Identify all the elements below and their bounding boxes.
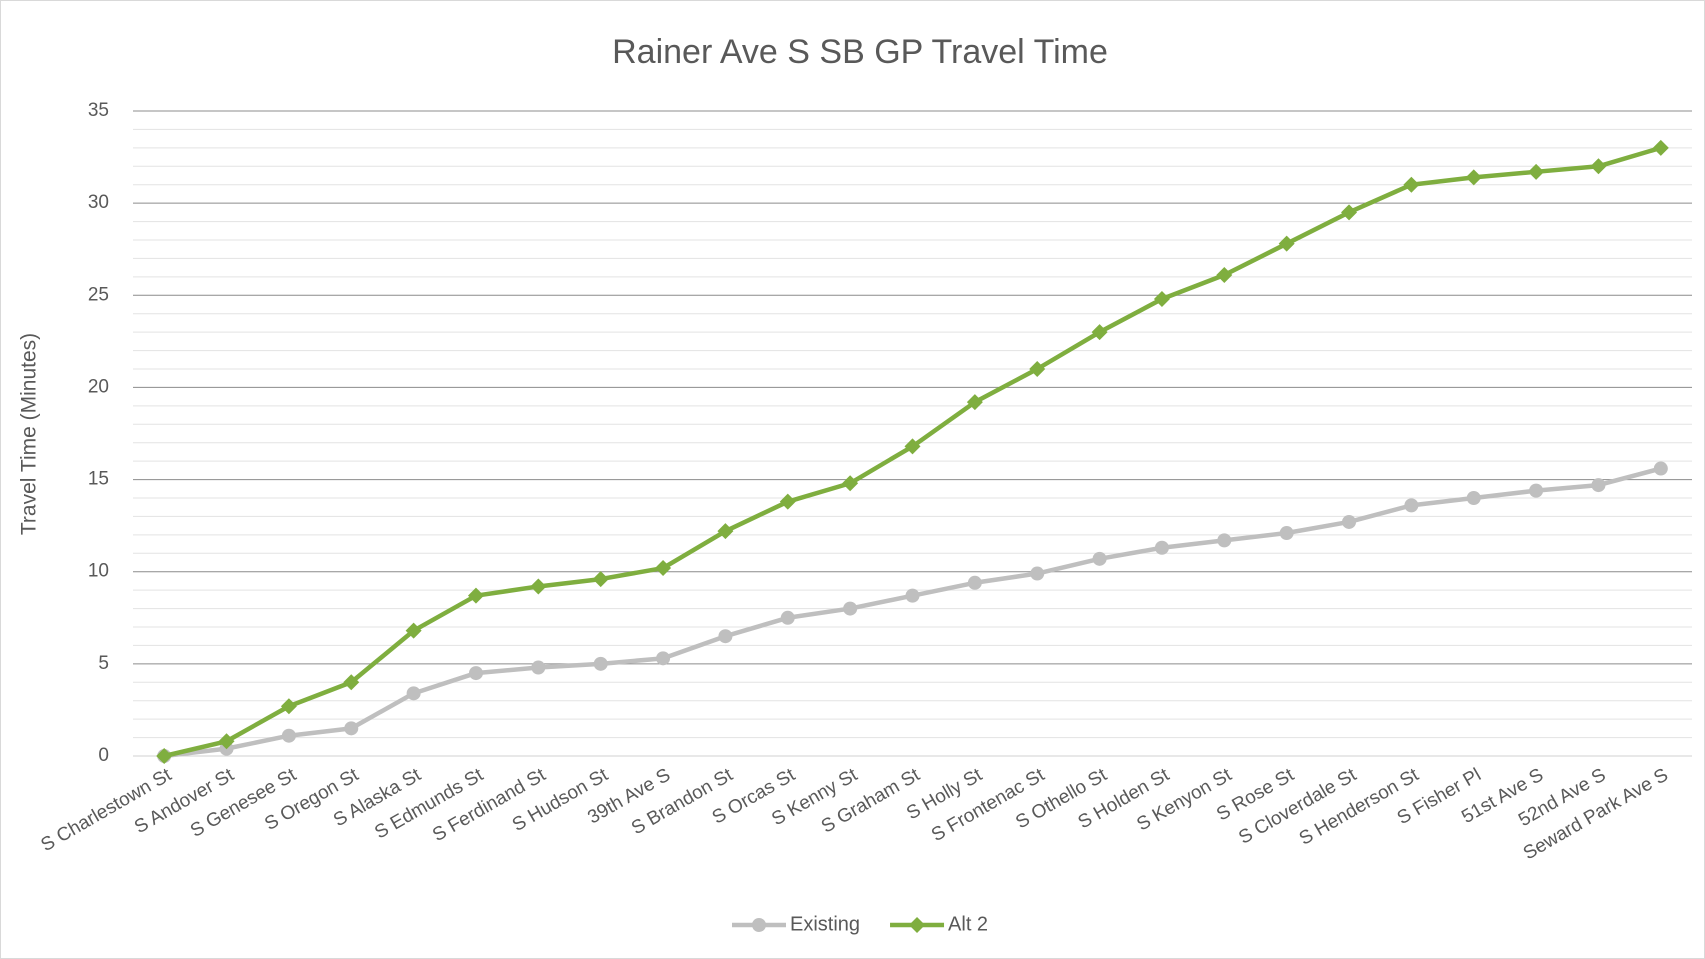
data-point <box>1154 540 1169 555</box>
data-point <box>1465 169 1482 186</box>
data-point <box>1404 498 1419 513</box>
data-point <box>655 560 672 577</box>
data-point <box>1403 176 1420 193</box>
y-tick-label: 35 <box>88 100 109 121</box>
data-point <box>1342 514 1357 529</box>
data-point <box>1278 235 1295 252</box>
data-point <box>467 587 484 604</box>
data-point <box>468 666 483 681</box>
data-point <box>1091 324 1108 341</box>
legend-label: Alt 2 <box>948 913 988 935</box>
data-point <box>1029 361 1046 377</box>
legend-marker <box>909 917 926 933</box>
data-point <box>904 438 921 455</box>
data-point <box>905 588 920 603</box>
y-axis-label: Travel Time (Minutes) <box>18 333 41 535</box>
data-point <box>1591 478 1606 493</box>
data-point <box>530 578 547 595</box>
y-tick-label: 20 <box>88 376 109 397</box>
data-point <box>1279 526 1294 541</box>
data-point <box>1529 483 1544 498</box>
y-tick-label: 25 <box>88 284 109 305</box>
data-point <box>531 660 546 675</box>
data-point <box>1653 461 1668 476</box>
data-point <box>717 523 734 540</box>
data-point <box>843 601 858 616</box>
data-point <box>1092 551 1107 566</box>
legend-label: Existing <box>790 913 860 935</box>
legend-marker <box>752 918 766 932</box>
data-point <box>593 656 608 671</box>
data-point <box>343 674 360 691</box>
data-point <box>1590 158 1607 175</box>
chart-title: Rainer Ave S SB GP Travel Time <box>612 33 1108 71</box>
data-point <box>967 575 982 590</box>
data-point <box>718 629 733 644</box>
data-point <box>966 394 983 411</box>
y-tick-label: 10 <box>88 561 109 582</box>
y-tick-label: 5 <box>98 653 109 674</box>
data-point <box>344 721 359 736</box>
data-point <box>780 610 795 625</box>
data-point <box>779 493 796 510</box>
data-point <box>280 698 297 715</box>
series <box>156 139 1669 764</box>
data-point <box>156 748 173 764</box>
data-point <box>281 728 296 743</box>
data-point <box>1466 491 1481 505</box>
data-point <box>406 686 421 701</box>
data-point <box>842 475 859 492</box>
data-point <box>1030 566 1045 581</box>
data-point <box>1652 139 1669 156</box>
data-point <box>405 622 422 639</box>
data-point <box>1341 204 1358 221</box>
data-point <box>656 651 671 666</box>
data-point <box>1528 163 1545 180</box>
data-point <box>1216 267 1233 284</box>
data-point <box>1217 533 1232 548</box>
data-point <box>1153 290 1170 307</box>
y-tick-label: 15 <box>88 469 109 490</box>
data-point <box>592 571 609 588</box>
series <box>157 461 1668 763</box>
y-tick-label: 0 <box>98 745 109 766</box>
data-point <box>218 733 235 750</box>
y-tick-label: 30 <box>88 192 109 213</box>
